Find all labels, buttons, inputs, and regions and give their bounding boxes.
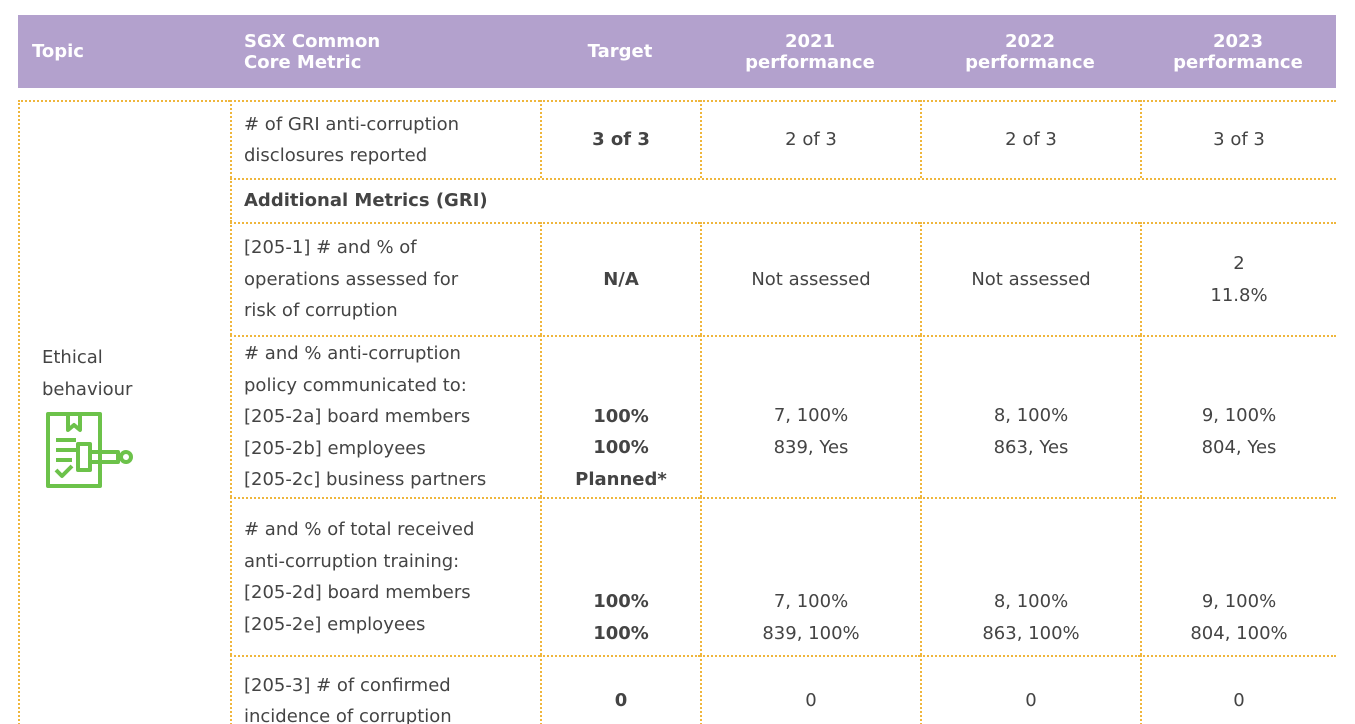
text-line: # and % anti-corruption — [244, 343, 461, 365]
metric-cell: # of GRI anti-corruption disclosures repo… — [230, 100, 540, 178]
text-line: Not assessed — [971, 268, 1091, 290]
text-line: Planned* — [575, 468, 667, 490]
value-cell: N/A — [540, 222, 700, 335]
value-cell: 2 of 3 — [700, 100, 920, 178]
value-cell: Not assessed — [700, 222, 920, 335]
text-line: 7, 100% — [773, 405, 849, 426]
metric-cell: [205-3] # of confirmed incidence of corru… — [230, 655, 540, 724]
value-cell: 9, 100% 804, 100% — [1140, 497, 1336, 655]
text-line: # of GRI anti-corruption — [244, 113, 460, 135]
value-cell: 2 of 3 — [920, 100, 1140, 178]
section-label: Additional Metrics (GRI) — [244, 190, 488, 212]
value-cell: 3 of 3 — [540, 100, 700, 178]
text-line: [205-2e] employees — [244, 613, 426, 635]
header-cell: Topic — [18, 15, 230, 88]
text-line: 863, Yes — [993, 436, 1069, 458]
text-line: performance — [745, 51, 875, 73]
metric-cell: [205-1] # and % of operations assessed fo… — [230, 222, 540, 335]
text-line: incidence of corruption — [244, 706, 452, 724]
text-line: 9, 100% — [1201, 591, 1277, 612]
text-line: Ethical — [42, 347, 103, 368]
header-cell: SGX Common Core Metric — [230, 15, 540, 88]
value-cell: 100% 100% — [540, 497, 700, 655]
text-line: 8, 100% — [993, 405, 1069, 426]
value-cell: 0 — [540, 655, 700, 724]
text-line: [205-2d] board members — [244, 582, 471, 603]
text-line: risk of corruption — [244, 300, 398, 322]
header-cell: Target — [540, 15, 700, 88]
text-line: Not assessed — [751, 268, 871, 290]
text-line: 11.8% — [1210, 284, 1268, 306]
text-line: 0 — [614, 690, 628, 712]
header-cell: 2021 performance — [700, 15, 920, 88]
value-cell: 3 of 3 — [1140, 100, 1336, 178]
text-line: anti-corruption training: — [244, 550, 460, 572]
text-line: SGX Common — [244, 30, 381, 52]
text-line: policy communicated to: — [244, 374, 467, 396]
text-line: Core Metric — [244, 51, 362, 73]
value-cell: 9, 100% 804, Yes — [1140, 335, 1336, 497]
text-line: N/A — [603, 268, 639, 290]
topic-cell: Ethical behaviour — [18, 100, 230, 724]
text-line: behaviour — [42, 378, 133, 400]
section-cell: Additional Metrics (GRI) — [230, 178, 1336, 222]
text-line: 2 — [1233, 253, 1245, 274]
text-line: disclosures reported — [244, 145, 428, 166]
text-line: performance — [965, 51, 1095, 73]
text-line: operations assessed for — [244, 268, 459, 290]
text-line: # and % of total received — [244, 519, 475, 540]
text-line: 0 — [1233, 690, 1245, 712]
value-cell: 100% 100% Planned* — [540, 335, 700, 497]
metric-cell: # and % of total received anti-corruption… — [230, 497, 540, 655]
text-line: 3 of 3 — [592, 129, 650, 151]
text-line: 2021 — [784, 30, 836, 52]
text-line: 100% — [593, 622, 649, 644]
value-cell: 2 11.8% — [1140, 222, 1336, 335]
text-line: 2 of 3 — [1005, 129, 1057, 151]
text-line: 839, 100% — [762, 622, 860, 644]
text-line: 2 of 3 — [785, 129, 837, 151]
text-line: [205-2a] board members — [244, 406, 471, 428]
text-line: 3 of 3 — [1213, 129, 1265, 151]
header-cell: 2022 performance — [920, 15, 1140, 88]
value-cell: 7, 100% 839, 100% — [700, 497, 920, 655]
metric-cell: # and % anti-corruption policy communicat… — [230, 335, 540, 497]
text-line: 0 — [1025, 690, 1037, 712]
value-cell: 0 — [700, 655, 920, 724]
text-line: 100% — [593, 591, 649, 612]
text-line: 804, 100% — [1190, 622, 1288, 644]
text-line: 804, Yes — [1201, 436, 1277, 458]
text-line: performance — [1173, 51, 1303, 73]
text-line: 8, 100% — [993, 591, 1069, 612]
value-cell: 0 — [1140, 655, 1336, 724]
text-line: 100% — [593, 437, 649, 458]
text-line: 7, 100% — [773, 591, 849, 612]
value-cell: 0 — [920, 655, 1140, 724]
value-cell: Not assessed — [920, 222, 1140, 335]
value-cell: 7, 100% 839, Yes — [700, 335, 920, 497]
text-line: [205-2c] business partners — [244, 469, 487, 491]
text-line: Topic — [32, 41, 84, 62]
text-line: [205-1] # and % of — [244, 237, 417, 259]
value-cell: 8, 100% 863, Yes — [920, 335, 1140, 497]
text-line: [205-2b] employees — [244, 437, 426, 459]
text-line: 0 — [805, 690, 817, 712]
text-line: 839, Yes — [773, 436, 849, 458]
value-cell: 8, 100% 863, 100% — [920, 497, 1140, 655]
text-line: 2022 — [1004, 30, 1056, 52]
text-line: Target — [587, 41, 653, 62]
text-line: 100% — [593, 405, 649, 427]
ethics-icon — [46, 412, 133, 488]
header-cell: 2023 performance — [1140, 15, 1336, 88]
text-line: 863, 100% — [982, 622, 1080, 644]
text-line: 9, 100% — [1201, 405, 1277, 426]
text-line: [205-3] # of confirmed — [244, 674, 451, 696]
text-line: 2023 — [1212, 30, 1264, 52]
